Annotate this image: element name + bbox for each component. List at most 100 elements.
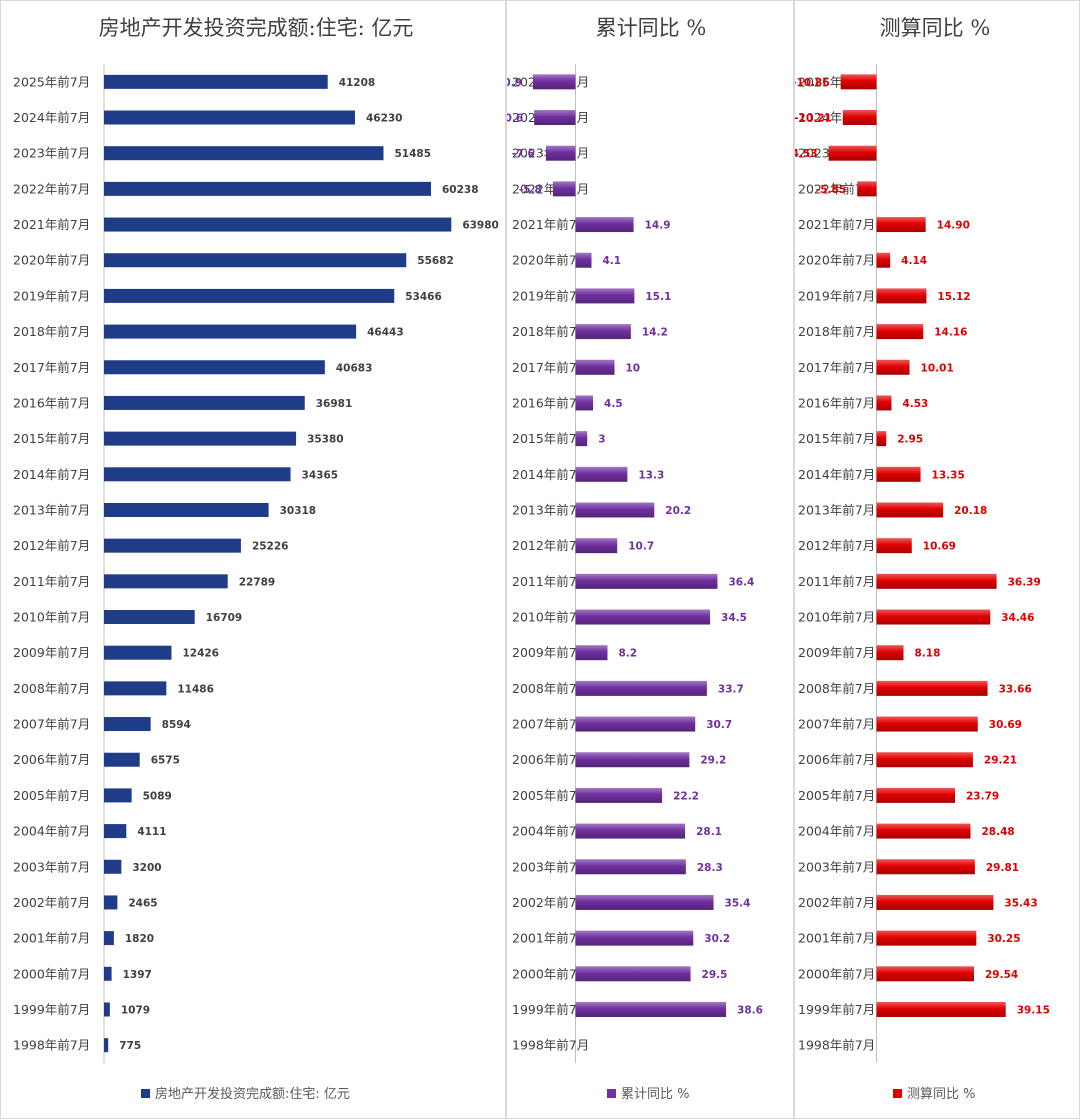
category-tick-label: 2009年前7月 [798,645,875,660]
category-tick-label: 2018年前7月 [512,324,589,339]
category-tick-label: 2008年前7月 [512,681,589,696]
bar [876,395,892,411]
bar [104,538,241,553]
bar [575,966,691,982]
category-tick-label: 2019年前7月 [798,288,875,303]
data-label: 53466 [405,291,442,303]
category-tick-label: 2020年前7月 [512,253,589,268]
data-label: 8594 [162,719,191,731]
data-label: 4111 [137,826,166,838]
bar [876,252,891,268]
bar [876,645,904,661]
bar [104,74,328,89]
legend-swatch [607,1089,616,1098]
data-label: 38.6 [737,1004,763,1016]
bar [104,610,195,625]
category-tick-label: 2006年前7月 [798,752,875,767]
bar [575,252,592,268]
bar [575,680,707,696]
bar [876,680,988,696]
bar [104,788,132,803]
bar [876,752,973,768]
data-label: 10 [626,362,641,374]
category-tick-label: 2003年前7月 [13,859,90,874]
bar [575,359,615,375]
data-label: 775 [119,1040,141,1052]
bar [104,395,305,410]
category-tick-label: 2016年前7月 [13,395,90,410]
investment-chart-panel: 房地产开发投资完成额:住宅: 亿元 2025年前7月 41208 2024年前7月 46… [0,0,506,1119]
data-label: 4.5 [604,398,623,410]
bar [876,609,991,625]
data-label: 29.21 [984,755,1017,767]
bar [575,609,711,625]
bar [575,502,655,518]
category-tick-label: 2020年前7月 [13,253,90,268]
data-label: 23.79 [966,790,999,802]
bar [575,645,608,661]
category-tick-label: 2008年前7月 [13,681,90,696]
bar [876,466,921,482]
category-tick-label: 2005年前7月 [13,788,90,803]
data-label: 3200 [132,862,161,874]
data-label: 11486 [177,683,214,695]
data-label: -5.85 [816,184,846,196]
category-tick-label: 2015年前7月 [512,431,589,446]
chart-title: 累计同比 % [596,16,707,40]
bar [104,859,122,874]
data-label: 28.48 [981,826,1014,838]
category-tick-label: 1998年前7月 [798,1038,875,1053]
data-label: 20.2 [665,505,691,517]
category-tick-label: 1999年前7月 [798,1002,875,1017]
category-tick-label: 2013年前7月 [512,502,589,517]
bar [104,966,112,981]
data-label: 28.3 [697,862,723,874]
bar [876,431,887,447]
category-tick-label: 2023年前7月 [13,146,90,161]
category-tick-label: 2019年前7月 [512,288,589,303]
bar [104,574,228,589]
data-label: 33.66 [999,683,1032,695]
data-label: 63980 [462,220,499,232]
data-label: 29.2 [700,755,726,767]
legend-label: 累计同比 % [621,1087,690,1102]
bar [104,1038,109,1053]
category-tick-label: 2005年前7月 [798,788,875,803]
category-tick-label: 2001年前7月 [13,931,90,946]
category-tick-label: 2010年前7月 [512,610,589,625]
category-tick-label: 2017年前7月 [798,360,875,375]
bar [575,859,686,875]
category-tick-label: 2008年前7月 [798,681,875,696]
bar [876,823,971,839]
category-tick-label: 2011年前7月 [798,574,875,589]
category-tick-label: 2016年前7月 [512,395,589,410]
category-tick-label: 2021年前7月 [798,217,875,232]
bar [104,146,384,161]
category-tick-label: 2004年前7月 [512,824,589,839]
bar [104,681,167,696]
bar [876,573,997,589]
category-tick-label: 2017年前7月 [512,360,589,375]
data-label: 4.14 [901,255,927,267]
category-tick-label: 2004年前7月 [13,824,90,839]
category-tick-label: 2011年前7月 [13,574,90,589]
data-label: 25226 [252,541,289,553]
bar [104,288,395,303]
bar [104,895,118,910]
category-tick-label: 2004年前7月 [798,824,875,839]
data-label: 3 [598,434,605,446]
data-label: 14.2 [642,327,668,339]
category-tick-label: 2014年前7月 [13,467,90,482]
data-label: 2465 [128,897,157,909]
data-label: 46230 [366,113,403,125]
data-label: 40683 [336,362,373,374]
cumulative-yoy-chart: 累计同比 %2025年前7月-10.92024年前7月-10.62023年前7月… [507,16,763,1102]
data-label: 5089 [143,790,172,802]
bar [104,645,172,660]
data-label: 10.7 [628,541,654,553]
bar [104,181,432,196]
bar [552,181,576,197]
category-tick-label: 2013年前7月 [13,502,90,517]
category-tick-label: 2016年前7月 [798,395,875,410]
data-label: 8.2 [618,648,637,660]
